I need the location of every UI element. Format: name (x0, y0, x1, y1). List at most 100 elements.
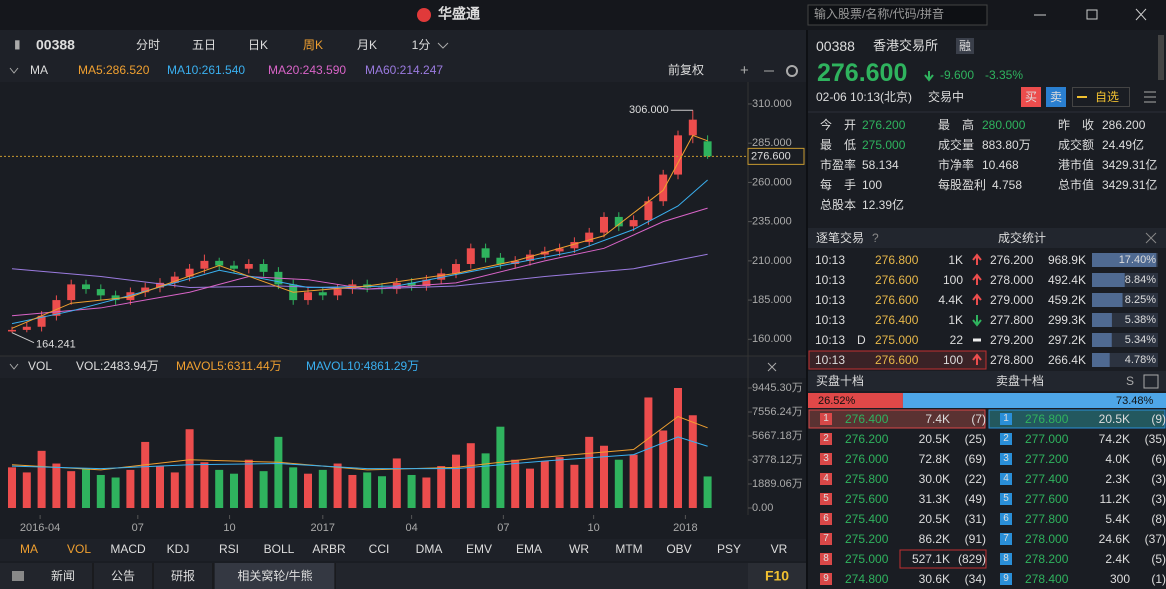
price-change: -9.600 (940, 68, 975, 82)
indicator-tab[interactable]: CCI (369, 542, 390, 556)
low-marker-line (11, 332, 35, 344)
buy-button[interactable]: 买 (1021, 87, 1041, 107)
stat-label: 港市值 (1058, 158, 1095, 172)
mode-icon-2[interactable] (1143, 374, 1159, 389)
candle-body (644, 201, 653, 221)
volume-bar (82, 468, 90, 508)
bottom-tab[interactable]: 研报 (171, 568, 195, 583)
candle-body (67, 284, 76, 301)
book-count: (6) (1151, 452, 1166, 466)
indicator-tab[interactable]: MA (20, 542, 38, 556)
period-tab[interactable]: 分时 (136, 38, 160, 52)
watch-button[interactable]: 自选 (1072, 87, 1130, 107)
high-marker-label: 306.000 (629, 104, 669, 116)
stat-vol: 266.4K (1047, 353, 1086, 367)
ask-ratio-label: 73.48% (1116, 395, 1154, 407)
zoom-in[interactable]: + (740, 62, 749, 79)
period-tab[interactable]: 五日 (192, 38, 216, 52)
indicator-tab[interactable]: VR (771, 542, 788, 556)
stat-price: 278.800 (990, 353, 1034, 367)
close[interactable] (1135, 8, 1147, 21)
book-volume: 2.3K (1105, 472, 1130, 486)
bottom-tabs (0, 563, 806, 589)
volume-bar (52, 463, 61, 508)
indicator-tab[interactable]: MACD (110, 542, 146, 556)
indicator-tab[interactable]: EMA (516, 542, 542, 556)
sell-button[interactable]: 卖 (1046, 87, 1066, 107)
logo (417, 8, 431, 22)
pct-bar (1092, 353, 1110, 367)
level-box (1000, 513, 1012, 525)
search-box[interactable] (807, 4, 988, 26)
stat-value: 58.134 (862, 158, 899, 172)
book-count: (829) (957, 552, 986, 566)
pct-bar (1092, 333, 1112, 347)
indicator-tab[interactable]: PSY (717, 542, 741, 556)
level-box (1000, 433, 1012, 445)
book-volume: 72.8K (918, 452, 950, 466)
indicator-tab[interactable]: BOLL (264, 542, 295, 556)
collapse-icon[interactable] (9, 67, 19, 74)
pct-label: 17.40% (1118, 254, 1156, 266)
stat-label: 今 开 (820, 118, 857, 132)
indicator-tab[interactable]: WR (569, 542, 589, 556)
period-tab[interactable]: 1分 (412, 38, 431, 52)
menu-icon[interactable] (1144, 91, 1156, 103)
close-pane[interactable] (767, 362, 777, 372)
trade-qty: 4.4K (938, 293, 963, 307)
indicator-tab[interactable]: EMV (466, 542, 492, 556)
book-count: (25) (964, 432, 986, 446)
x-tick-label: 10 (588, 522, 600, 534)
candle-body (156, 282, 164, 288)
book-count: (3) (1151, 472, 1166, 486)
chart-header (0, 60, 806, 82)
indicator-tab[interactable]: RSI (219, 542, 239, 556)
level-box (1000, 533, 1012, 545)
volume-bar (348, 474, 357, 508)
stat-price: 276.200 (990, 253, 1034, 267)
period-tab[interactable]: 月K (357, 38, 377, 52)
candle-body (614, 216, 623, 227)
pct-bar (1092, 253, 1157, 267)
collapse-icon[interactable] (9, 363, 19, 370)
bottom-tab[interactable]: 新闻 (51, 568, 75, 583)
bottom-tab[interactable]: 公告 (111, 569, 135, 583)
indicator-tab[interactable]: VOL (67, 542, 91, 556)
x-tick-label: 04 (405, 522, 417, 534)
candle-body (585, 232, 594, 243)
indicator-tab[interactable]: DMA (416, 542, 443, 556)
trade-price: 275.000 (875, 333, 919, 347)
candle-body (511, 260, 520, 264)
indicator-tab[interactable]: ARBR (312, 542, 346, 556)
volume-bar (111, 477, 120, 508)
dropdown-icon[interactable] (437, 42, 449, 49)
indicator-tab[interactable]: KDJ (167, 542, 190, 556)
candle-body (304, 292, 312, 301)
book-count: (9) (1151, 412, 1166, 426)
book-price: 274.800 (845, 572, 889, 586)
volume-bar (141, 441, 150, 508)
indicator-tab[interactable]: MTM (615, 542, 642, 556)
stat-vol: 492.4K (1047, 273, 1086, 287)
candle-body (52, 300, 61, 316)
period-tab[interactable]: 日K (248, 38, 268, 52)
y-tick-label: 160.000 (752, 333, 792, 345)
book-count: (49) (964, 492, 986, 506)
stat-value: 276.200 (862, 118, 906, 132)
book-count: (69) (964, 452, 986, 466)
y-tick-label: 210.000 (752, 255, 792, 267)
bottom-tab[interactable]: 相关窝轮/牛熊 (237, 568, 312, 583)
book-volume: 2.4K (1105, 552, 1130, 566)
adjust-select[interactable]: 前复权 (668, 62, 704, 77)
f10-button[interactable]: F10 (765, 568, 789, 584)
ma-line (11, 179, 708, 325)
expand-icon[interactable] (1145, 232, 1157, 244)
tab-icon[interactable] (12, 571, 24, 581)
period-tab[interactable]: 周K (303, 38, 323, 52)
indicator-tab[interactable]: OBV (666, 542, 691, 556)
level: 7 (1003, 533, 1009, 544)
settings[interactable] (786, 65, 798, 77)
restore[interactable] (1086, 9, 1098, 20)
level-box (820, 553, 832, 565)
